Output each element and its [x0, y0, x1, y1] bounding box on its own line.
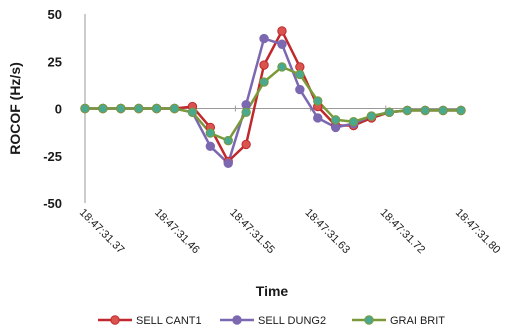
legend-label: SELL DUNG2	[258, 315, 326, 327]
x-axis-title: Time	[256, 283, 289, 299]
data-point	[456, 105, 466, 116]
x-tick-label: 18:47:31.72	[378, 207, 428, 257]
y-axis-ticks: 50 25 0 -25 -50	[43, 7, 62, 211]
series-point-group	[80, 33, 466, 169]
data-point	[330, 115, 341, 125]
data-point	[313, 96, 323, 106]
x-tick-label: 18:47:31.55	[227, 207, 277, 257]
data-point	[205, 128, 216, 138]
data-point	[277, 62, 287, 72]
data-point	[366, 111, 377, 121]
y-tick-label: -25	[43, 149, 62, 164]
data-point	[402, 105, 412, 116]
y-axis-title: ROCOF (Hz/s)	[7, 62, 23, 155]
series-line	[85, 37, 461, 165]
data-point	[116, 103, 126, 114]
x-axis-ticks: 18:47:31.37 18:47:31.46 18:47:31.55 18:47:3…	[77, 105, 503, 257]
series-line	[85, 29, 461, 163]
data-point	[223, 135, 233, 146]
data-point	[98, 103, 108, 114]
data-point	[259, 77, 269, 87]
x-tick-label: 18:47:31.80	[453, 207, 503, 257]
data-point	[80, 103, 90, 114]
data-point	[205, 141, 216, 152]
data-point	[313, 113, 323, 123]
legend-marker-swatch	[110, 315, 120, 325]
x-tick-label: 18:47:31.46	[152, 207, 202, 257]
y-tick-label: 50	[48, 7, 62, 22]
legend: SELL CANT1 SELL DUNG2 GRAI BRIT	[98, 315, 445, 327]
data-point	[223, 158, 233, 169]
data-point	[259, 60, 269, 70]
data-point	[295, 69, 305, 80]
series-point-group	[80, 62, 466, 146]
y-tick-label: -50	[43, 196, 62, 211]
legend-marker-swatch	[232, 315, 242, 325]
series-lines	[85, 29, 461, 165]
data-point	[151, 103, 162, 114]
series-markers	[80, 26, 466, 169]
data-point	[187, 107, 198, 117]
data-point	[241, 139, 251, 150]
y-tick-label: 0	[55, 102, 62, 117]
series-line	[85, 65, 461, 142]
data-point	[277, 39, 287, 49]
data-point	[134, 103, 144, 114]
legend-item: SELL CANT1	[98, 315, 202, 327]
data-point	[348, 117, 359, 127]
data-point	[420, 105, 430, 116]
data-point	[169, 103, 180, 114]
data-point	[295, 84, 305, 95]
data-point	[384, 107, 395, 117]
data-point	[277, 26, 287, 36]
data-point	[259, 33, 269, 44]
x-tick-label: 18:47:31.63	[302, 207, 352, 257]
legend-item: GRAI BRIT	[352, 315, 445, 327]
legend-marker-swatch	[364, 315, 374, 325]
x-tick-label: 18:47:31.37	[77, 207, 127, 257]
legend-item: SELL DUNG2	[220, 315, 326, 327]
data-point	[241, 107, 251, 117]
y-tick-label: 25	[48, 54, 62, 69]
data-point	[438, 105, 448, 116]
legend-label: GRAI BRIT	[390, 315, 445, 327]
legend-label: SELL CANT1	[136, 315, 202, 327]
